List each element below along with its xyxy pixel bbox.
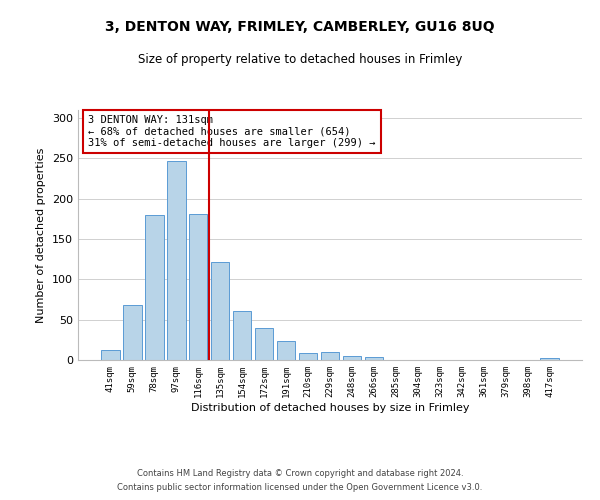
Text: 3 DENTON WAY: 131sqm
← 68% of detached houses are smaller (654)
31% of semi-deta: 3 DENTON WAY: 131sqm ← 68% of detached h… bbox=[88, 115, 376, 148]
Bar bbox=[211, 262, 229, 360]
Bar bbox=[277, 342, 295, 360]
Bar bbox=[255, 328, 274, 360]
Bar bbox=[145, 215, 164, 360]
Bar bbox=[299, 352, 317, 360]
Bar bbox=[320, 352, 340, 360]
X-axis label: Distribution of detached houses by size in Frimley: Distribution of detached houses by size … bbox=[191, 402, 469, 412]
Bar bbox=[189, 214, 208, 360]
Bar bbox=[101, 350, 119, 360]
Text: Contains HM Land Registry data © Crown copyright and database right 2024.: Contains HM Land Registry data © Crown c… bbox=[137, 468, 463, 477]
Bar bbox=[541, 358, 559, 360]
Bar bbox=[343, 356, 361, 360]
Bar bbox=[167, 161, 185, 360]
Y-axis label: Number of detached properties: Number of detached properties bbox=[37, 148, 46, 322]
Bar bbox=[365, 357, 383, 360]
Text: Contains public sector information licensed under the Open Government Licence v3: Contains public sector information licen… bbox=[118, 484, 482, 492]
Bar bbox=[233, 311, 251, 360]
Bar bbox=[123, 305, 142, 360]
Text: 3, DENTON WAY, FRIMLEY, CAMBERLEY, GU16 8UQ: 3, DENTON WAY, FRIMLEY, CAMBERLEY, GU16 … bbox=[105, 20, 495, 34]
Text: Size of property relative to detached houses in Frimley: Size of property relative to detached ho… bbox=[138, 52, 462, 66]
